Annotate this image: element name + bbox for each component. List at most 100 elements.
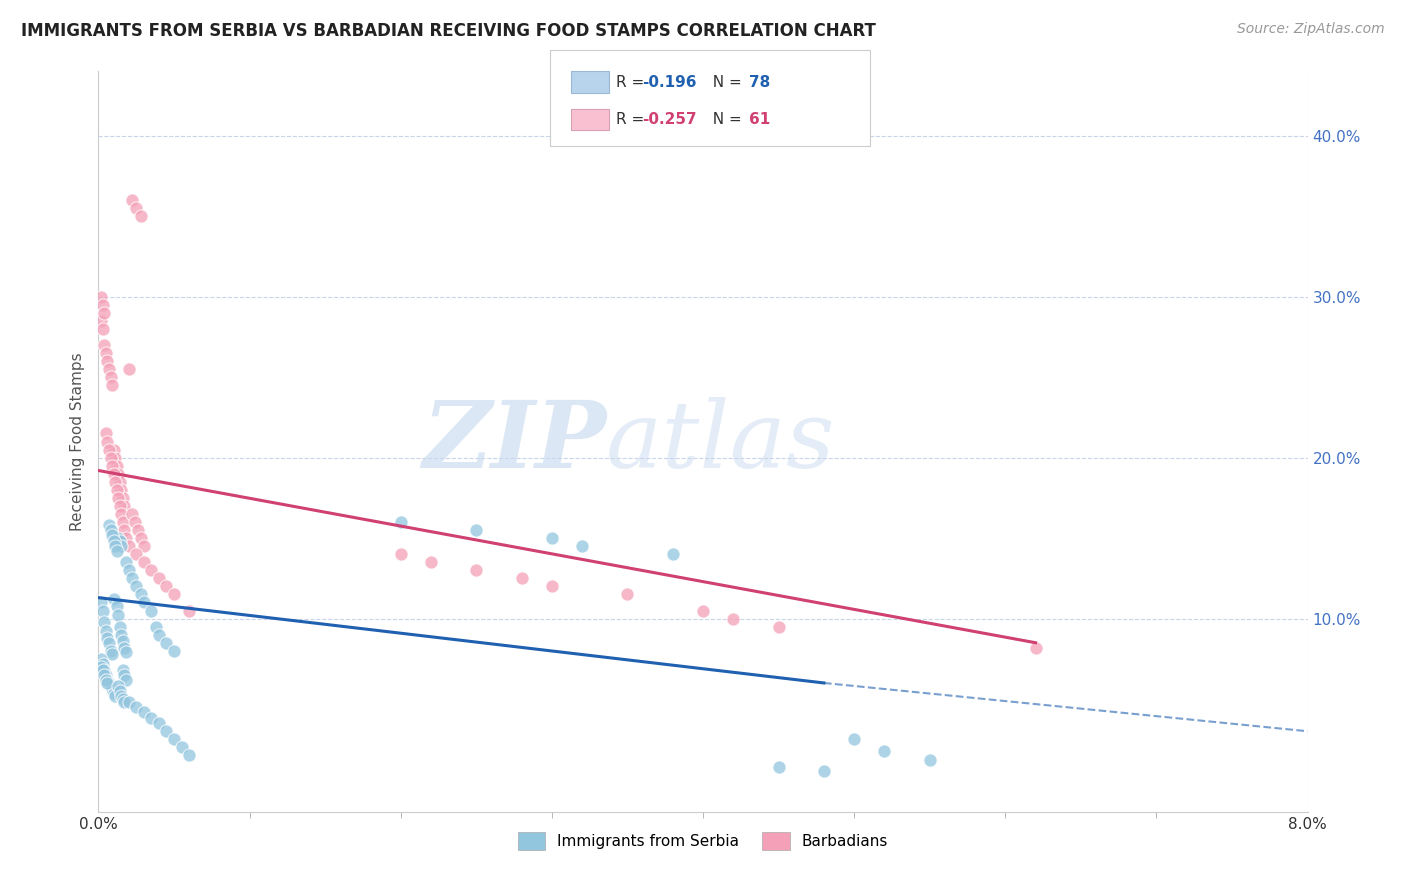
Point [114,555,136,569]
Point [510,571,533,585]
Point [540,579,562,593]
Point [107,491,129,505]
Point [100,644,122,658]
Point [103,467,125,481]
Point [571,539,593,553]
Point [132,595,155,609]
Point [103,685,125,699]
Point [1025,640,1047,655]
Point [141,563,163,577]
Point [103,442,125,457]
Point [108,619,131,633]
Point [118,563,141,577]
Point [389,515,412,529]
Point [125,579,148,593]
Point [90,314,112,328]
Point [96,676,118,690]
Point [94,346,117,360]
Point [121,571,143,585]
Text: N =: N = [703,112,747,127]
Point [93,615,115,629]
Point [118,539,141,553]
Point [127,523,149,537]
Point [768,619,790,633]
Point [93,668,115,682]
Point [107,679,129,693]
Point [179,748,201,763]
Point [125,700,148,714]
Point [101,378,124,392]
Point [101,528,124,542]
Point [104,475,127,489]
Text: IMMIGRANTS FROM SERBIA VS BARBADIAN RECEIVING FOOD STAMPS CORRELATION CHART: IMMIGRANTS FROM SERBIA VS BARBADIAN RECE… [21,22,876,40]
Point [105,483,128,497]
Point [100,523,122,537]
Point [94,668,117,682]
Point [108,499,131,513]
Point [110,483,132,497]
Point [661,547,683,561]
Point [145,619,167,633]
Point [111,692,134,706]
Point [98,442,121,457]
Point [94,673,117,687]
Text: N =: N = [703,75,747,89]
Point [124,515,146,529]
Text: R =: R = [616,75,650,89]
Point [94,426,117,441]
Point [114,673,136,687]
Point [91,603,114,617]
Point [91,657,114,671]
Point [90,595,112,609]
Point [104,539,127,553]
Point [111,515,134,529]
Text: -0.257: -0.257 [643,112,697,127]
Point [114,645,136,659]
Point [844,732,866,747]
Point [108,684,131,698]
Point [110,689,132,703]
Point [465,563,488,577]
Point [98,362,121,376]
Point [111,663,134,677]
Point [768,759,790,773]
Point [420,555,443,569]
Point [94,624,117,639]
Text: R =: R = [616,112,650,127]
Point [101,647,124,661]
Point [155,724,177,739]
Point [100,370,122,384]
Point [90,652,112,666]
Point [132,555,155,569]
Point [540,531,562,545]
Point [104,450,127,465]
Point [129,531,152,545]
Point [114,531,136,545]
Text: -0.196: -0.196 [643,75,697,89]
Point [90,290,112,304]
Point [155,579,177,593]
Point [121,193,143,207]
Point [108,475,131,489]
Point [96,631,118,645]
Point [465,523,488,537]
Y-axis label: Receiving Food Stamps: Receiving Food Stamps [69,352,84,531]
Point [141,603,163,617]
Point [129,209,152,223]
Point [918,753,941,767]
Point [103,534,125,549]
Point [107,608,129,623]
Point [179,603,201,617]
Point [148,716,170,731]
Point [107,531,129,545]
Point [692,603,714,617]
Point [112,499,135,513]
Point [616,587,638,601]
Point [100,450,122,465]
Point [100,679,122,693]
Point [118,362,141,376]
Point [101,682,124,697]
Point [96,434,118,449]
Point [112,640,135,655]
Text: ZIP: ZIP [422,397,606,486]
